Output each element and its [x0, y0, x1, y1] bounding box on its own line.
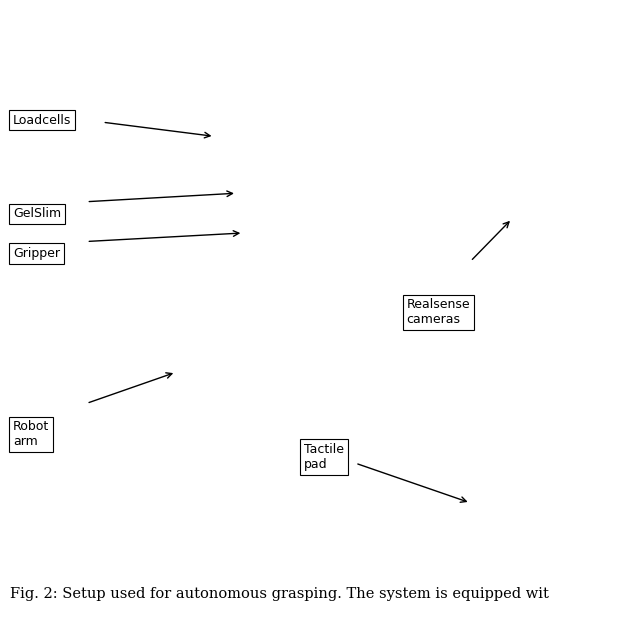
- Text: Robot
arm: Robot arm: [13, 420, 49, 448]
- Text: Fig. 2: Setup used for autonomous grasping. The system is equipped wit: Fig. 2: Setup used for autonomous graspi…: [10, 587, 549, 601]
- Text: Tactile
pad: Tactile pad: [304, 443, 344, 471]
- Text: Realsense
cameras: Realsense cameras: [406, 298, 470, 326]
- Text: Loadcells: Loadcells: [13, 114, 71, 127]
- Text: GelSlim: GelSlim: [13, 207, 61, 220]
- Text: Gripper: Gripper: [13, 247, 60, 260]
